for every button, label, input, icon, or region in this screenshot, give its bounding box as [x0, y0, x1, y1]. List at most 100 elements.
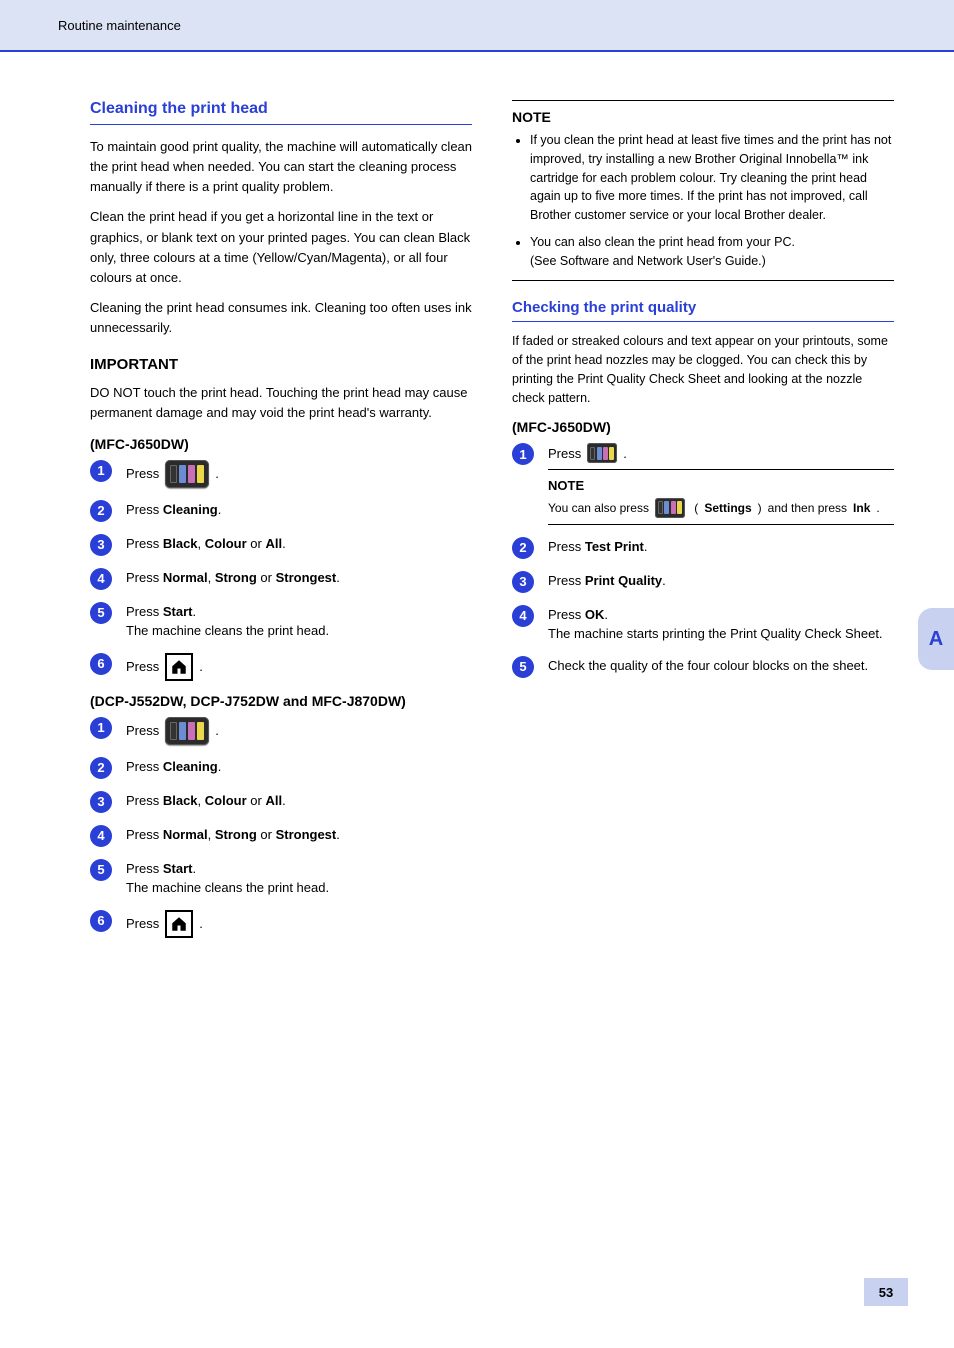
step-bold: Start	[163, 861, 193, 876]
dcp-model-heading: (DCP-J552DW, DCP-J752DW and MFC-J870DW)	[90, 693, 472, 709]
press-label: Press	[126, 721, 159, 741]
note-bullet-2: You can also clean the print head from y…	[530, 233, 894, 271]
step-dcp-6: 6 Press .	[90, 910, 472, 938]
step-number: 3	[90, 534, 112, 556]
step-bold: Cleaning	[163, 759, 218, 774]
section-title-cleaning: Cleaning the print head	[90, 100, 472, 125]
step-check-2: 2 Press Test Print.	[512, 537, 894, 559]
step-mfc-2: 2 Press Cleaning.	[90, 500, 472, 522]
step-text: Check the quality of the four colour blo…	[548, 656, 894, 676]
step-bold: Start	[163, 604, 193, 619]
step-bold: Strongest	[276, 570, 337, 585]
sep: .	[282, 536, 286, 551]
ink-icon	[165, 717, 209, 745]
left-para3: Cleaning the print head consumes ink. Cl…	[90, 298, 472, 338]
note-bullet-1: If you clean the print head at least fiv…	[530, 131, 894, 225]
step-dcp-2: 2 Press Cleaning.	[90, 757, 472, 779]
press-label: Press	[548, 539, 585, 554]
step-after: The machine cleans the print head.	[126, 880, 329, 895]
step-dcp-4: 4 Press Normal, Strong or Strongest.	[90, 825, 472, 847]
step-mfc-3: 3 Press Black, Colour or All.	[90, 534, 472, 556]
important-label: IMPORTANT	[90, 356, 472, 373]
step-bold: Strong	[215, 570, 257, 585]
ink-icon	[165, 460, 209, 488]
press-label: Press	[126, 827, 163, 842]
sep: .	[282, 793, 286, 808]
section-title-checking: Checking the print quality	[512, 299, 894, 322]
step-number: 5	[90, 859, 112, 881]
home-icon	[165, 910, 193, 938]
press-label: Press	[126, 464, 159, 484]
step-suffix: .	[199, 914, 203, 934]
step-bold: All	[265, 536, 282, 551]
step-dcp-5: 5 Press Start.The machine cleans the pri…	[90, 859, 472, 898]
sep: ,	[198, 793, 205, 808]
step-number: 1	[90, 717, 112, 739]
home-icon	[165, 653, 193, 681]
sep: ,	[208, 570, 215, 585]
step-bold: Colour	[205, 536, 247, 551]
header-band: Routine maintenance	[0, 0, 954, 52]
step-bold: OK	[585, 607, 605, 622]
step-after: The machine cleans the print head.	[126, 623, 329, 638]
see-also: (See Software and Network User's Guide.)	[530, 254, 766, 268]
press-label: Press	[126, 604, 163, 619]
press-label: Press	[126, 793, 163, 808]
ink-label: Ink	[853, 499, 870, 517]
sep: .	[336, 570, 340, 585]
sep: ,	[208, 827, 215, 842]
header-text: Routine maintenance	[58, 18, 181, 33]
step-number: 3	[512, 571, 534, 593]
step-bold: Print Quality	[585, 573, 662, 588]
step-bold: Strongest	[276, 827, 337, 842]
step-bold: Normal	[163, 570, 208, 585]
step-number: 2	[90, 757, 112, 779]
mfc-model-heading: (MFC-J650DW)	[90, 436, 472, 452]
side-tab: A	[918, 608, 954, 670]
step-mfc-4: 4 Press Normal, Strong or Strongest.	[90, 568, 472, 590]
mfc-model-heading-right: (MFC-J650DW)	[512, 419, 894, 435]
step-mfc-1: 1 Press .	[90, 460, 472, 488]
side-tab-label: A	[929, 628, 943, 651]
step-dcp-3: 3 Press Black, Colour or All.	[90, 791, 472, 813]
sep: or	[247, 793, 266, 808]
step-number: 1	[512, 443, 534, 465]
ink-icon	[587, 443, 617, 463]
step-dcp-1: 1 Press .	[90, 717, 472, 745]
settings-icon	[655, 498, 685, 518]
sep: or	[257, 827, 276, 842]
sep: or	[257, 570, 276, 585]
step-check-5: 5 Check the quality of the four colour b…	[512, 656, 894, 678]
sep: .	[623, 444, 627, 464]
left-column: Cleaning the print head To maintain good…	[90, 60, 472, 950]
important-text: DO NOT touch the print head. Touching th…	[90, 383, 472, 423]
steps-dcp: 1 Press . 2 Press Cleaning. 3 Press Blac…	[90, 717, 472, 938]
page-number: 53	[864, 1278, 908, 1306]
step-number: 1	[90, 460, 112, 482]
press-label: Press	[126, 657, 159, 677]
press-label: Press	[548, 444, 581, 464]
page-body: Cleaning the print head To maintain good…	[0, 60, 954, 950]
inner-note: NOTE You can also press (Settings) and t…	[548, 469, 894, 525]
steps-mfc: 1 Press . 2 Press Cleaning. 3 Press Blac…	[90, 460, 472, 681]
step-bold: All	[265, 793, 282, 808]
step-bold: Test Print	[585, 539, 644, 554]
step-suffix: .	[215, 721, 219, 741]
step-number: 2	[90, 500, 112, 522]
press-label: Press	[548, 573, 585, 588]
note-prefix: You can also press	[548, 499, 649, 517]
step-suffix: .	[199, 657, 203, 677]
press-label: Press	[126, 914, 159, 934]
step-check-1: 1 Press . NOTE You can also press	[512, 443, 894, 525]
note-bullet-2-text: You can also clean the print head from y…	[530, 235, 795, 249]
press-label: Press	[126, 502, 163, 517]
step-bold: Cleaning	[163, 502, 218, 517]
settings-label: Settings	[704, 499, 751, 517]
step-number: 4	[512, 605, 534, 627]
press-label: Press	[548, 607, 585, 622]
note-label: NOTE	[512, 109, 894, 125]
step-number: 3	[90, 791, 112, 813]
left-para1: To maintain good print quality, the mach…	[90, 137, 472, 197]
press-label: Press	[126, 536, 163, 551]
step-bold: Black	[163, 793, 198, 808]
